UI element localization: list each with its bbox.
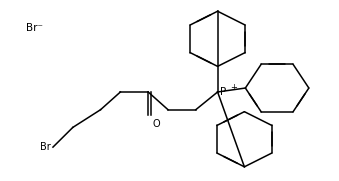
Text: O: O [152,119,160,129]
Text: P: P [220,87,226,97]
Text: Br⁻: Br⁻ [26,23,43,33]
Text: +: + [231,83,237,92]
Text: Br: Br [40,142,51,152]
